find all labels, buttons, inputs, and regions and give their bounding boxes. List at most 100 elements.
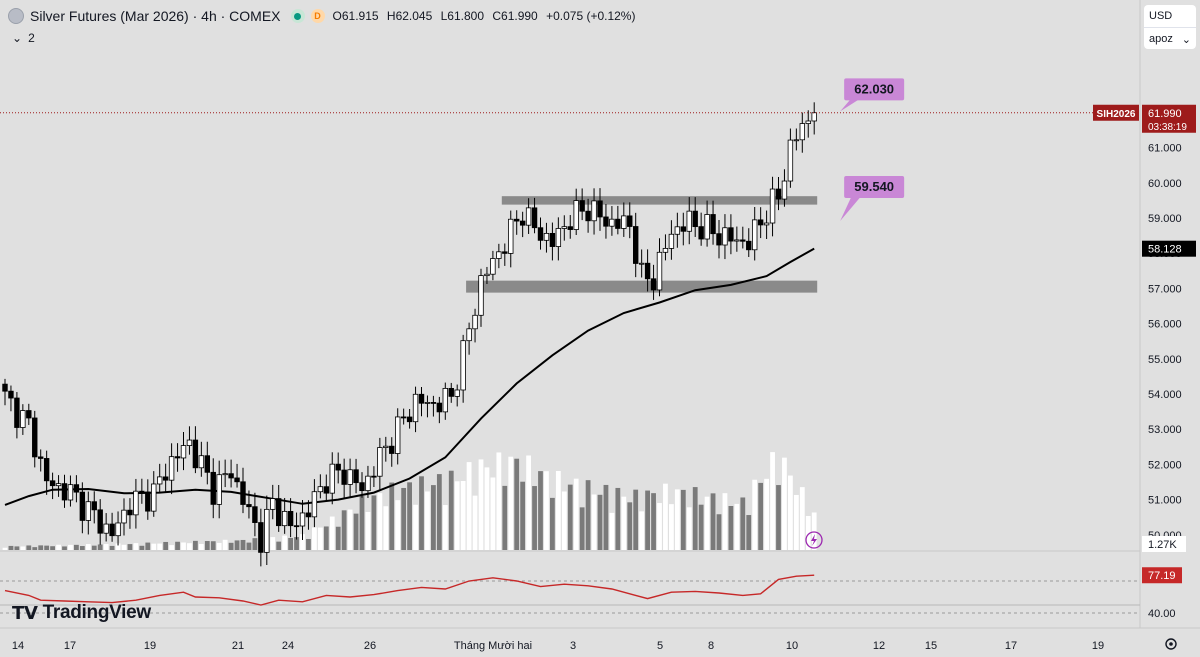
indicators-toggle[interactable]: ⌄ 2 xyxy=(12,31,35,45)
candle xyxy=(799,112,805,153)
candle-body xyxy=(246,504,252,508)
volume-bar xyxy=(14,546,20,550)
volume-bar xyxy=(674,489,680,550)
candle-body xyxy=(740,239,746,242)
volume-bar xyxy=(383,506,389,550)
volume-bar xyxy=(692,487,698,550)
candle-body xyxy=(514,218,520,222)
ohlc-high: H62.045 xyxy=(386,9,433,23)
volume-bar xyxy=(657,503,662,550)
candle-body xyxy=(2,383,8,392)
candle xyxy=(341,458,347,499)
candle xyxy=(174,443,181,472)
volume-bar xyxy=(8,545,14,550)
candle xyxy=(299,499,306,541)
volume-bar xyxy=(419,476,424,550)
chart-title[interactable]: Silver Futures (Mar 2026) · 4h · COMEX xyxy=(30,8,281,24)
candle xyxy=(793,128,800,151)
candle-body xyxy=(644,262,651,280)
candle-body xyxy=(668,233,675,249)
candle-body xyxy=(293,525,300,528)
chevron-down-icon: ⌄ xyxy=(1181,33,1191,46)
volume-bar xyxy=(163,541,169,550)
candle xyxy=(139,478,145,504)
volume-bar xyxy=(193,540,198,550)
candle xyxy=(347,458,353,498)
volume-bar xyxy=(359,496,365,550)
candle xyxy=(61,474,68,508)
candle-body xyxy=(121,509,127,524)
volume-bar xyxy=(758,482,764,550)
candle-body xyxy=(26,410,32,419)
ohlc-legend: O61.915 H62.045 L61.800 C61.990 +0.075 (… xyxy=(333,9,641,23)
candle xyxy=(781,169,788,207)
candle xyxy=(638,249,645,278)
candle-body xyxy=(686,210,692,232)
annotation-label: 62.030 xyxy=(854,81,894,96)
candle-body xyxy=(763,222,770,226)
volume-bar xyxy=(50,546,55,550)
candle-body xyxy=(609,218,615,227)
candle xyxy=(228,459,234,488)
candle xyxy=(412,386,419,433)
candle xyxy=(502,243,508,266)
volume-bar xyxy=(597,494,603,550)
candle xyxy=(585,198,591,233)
candle xyxy=(55,475,62,497)
candle-body xyxy=(85,501,91,521)
volume-bar xyxy=(252,538,258,550)
logo-text: TradingView xyxy=(42,602,152,623)
candle xyxy=(710,200,716,245)
volume-bar xyxy=(526,455,531,550)
price-tick-label: 55.000 xyxy=(1148,354,1182,366)
candle xyxy=(650,264,657,300)
candle xyxy=(85,491,91,535)
candle xyxy=(109,512,115,542)
currency-select[interactable]: USD xyxy=(1144,5,1196,27)
candle-body xyxy=(168,456,175,481)
candle xyxy=(573,188,579,235)
candle-body xyxy=(91,501,97,511)
rsi-tag-label: 77.19 xyxy=(1148,570,1176,582)
volume-bar xyxy=(276,541,282,550)
volume-bar xyxy=(377,493,383,550)
candle-body xyxy=(335,463,341,471)
candle xyxy=(740,226,746,249)
volume-bar xyxy=(32,547,38,550)
candle xyxy=(549,222,556,261)
candle xyxy=(418,387,425,417)
candle-body xyxy=(151,483,157,512)
candle xyxy=(728,214,734,255)
volume-bar xyxy=(680,489,686,550)
volume-bar xyxy=(246,542,252,550)
time-tick-label: 21 xyxy=(232,640,244,652)
candle xyxy=(508,210,514,268)
candle-body xyxy=(757,219,764,226)
candle-body xyxy=(156,476,163,485)
tradingview-logo[interactable]: 𝗧𝗩 TradingView xyxy=(12,602,151,624)
candle xyxy=(20,404,26,435)
candle-body xyxy=(585,210,591,222)
volume-bar xyxy=(502,485,508,550)
indicator-count: 2 xyxy=(28,31,35,45)
volume-bar xyxy=(663,483,668,550)
volume-bar xyxy=(698,504,704,550)
ma-tag-label: 58.128 xyxy=(1148,244,1182,256)
candle-body xyxy=(389,445,395,454)
candle-body xyxy=(61,483,68,501)
candle-body xyxy=(775,188,782,200)
candle xyxy=(430,395,437,417)
volume-bar xyxy=(567,484,573,550)
candle xyxy=(335,452,341,484)
candle xyxy=(67,475,74,507)
unit-select[interactable]: apoz ⌄ xyxy=(1144,27,1196,50)
ohlc-open: O61.915 xyxy=(332,9,379,23)
volume-bars xyxy=(2,452,817,550)
candle xyxy=(704,200,710,247)
price-tick-label: 56.000 xyxy=(1148,319,1182,331)
candle xyxy=(543,222,550,253)
volume-bar xyxy=(26,545,32,550)
candle-body xyxy=(115,522,121,537)
candle-body xyxy=(781,180,788,200)
